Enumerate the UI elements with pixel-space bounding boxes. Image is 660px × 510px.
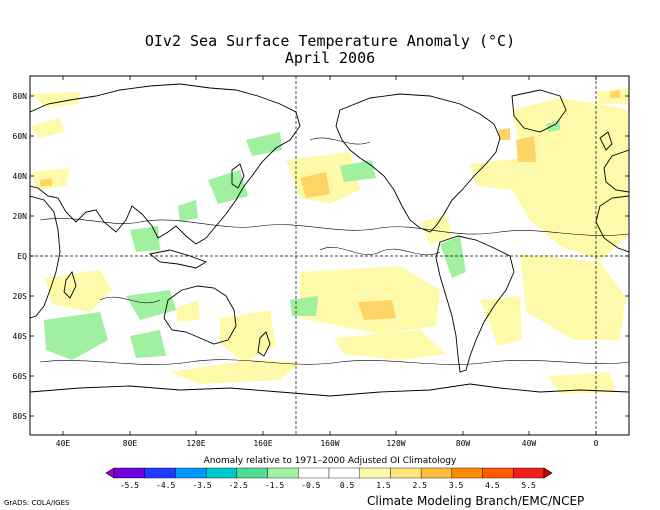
indonesia-coastline bbox=[148, 249, 208, 269]
lat-label: 80N bbox=[13, 92, 28, 101]
australia-coastline bbox=[163, 285, 237, 345]
lat-label: 20N bbox=[13, 212, 28, 221]
lon-label: 80E bbox=[123, 439, 138, 448]
colorbar-tick-label: -4.5 bbox=[156, 481, 175, 490]
lat-label: EQ bbox=[17, 252, 27, 261]
europe-coastline bbox=[603, 149, 629, 193]
colorbar-caption: Anomaly relative to 1971–2000 Adjusted O… bbox=[203, 456, 457, 466]
lon-label: 120W bbox=[386, 439, 405, 448]
center-credit: Climate Modeling Branch/EMC/NCEP bbox=[367, 494, 585, 508]
eurasia-coastline bbox=[30, 83, 301, 245]
japan-coastline bbox=[231, 163, 245, 189]
figure-subtitle: April 2006 bbox=[284, 49, 376, 67]
colorbar-segment bbox=[113, 467, 145, 479]
colorbar-tick-label: -2.5 bbox=[229, 481, 248, 490]
colorbar-segment bbox=[359, 467, 391, 479]
lat-label: 40N bbox=[13, 172, 28, 181]
colorbar-tick-label: -0.5 bbox=[301, 481, 320, 490]
colorbar-tick-label: -3.5 bbox=[192, 481, 211, 490]
moderate-warm-anomalies bbox=[40, 90, 620, 320]
lat-label: 20S bbox=[13, 292, 28, 301]
colorbar-segment bbox=[144, 467, 176, 479]
map-border bbox=[29, 75, 630, 436]
colorbar-tick-label: 3.5 bbox=[449, 481, 464, 490]
south-america-coastline bbox=[435, 235, 515, 373]
madagascar-coastline bbox=[63, 271, 77, 299]
longitude-axis: 40E 80E 120E 160E 160W 120W 80W 40W 0 bbox=[56, 76, 599, 448]
colorbar-tick-label: 2.5 bbox=[413, 481, 428, 490]
lat-label: 80S bbox=[13, 412, 28, 421]
colorbar-segment bbox=[175, 467, 207, 479]
colorbar-tick-label: 5.5 bbox=[521, 481, 536, 490]
africa-coastline bbox=[30, 195, 61, 319]
colorbar-segment bbox=[482, 467, 514, 479]
colorbar: -5.5 -4.5 -3.5 -2.5 -1.5 -0.5 0.5 1.5 2.5 3.5 4.5 5… bbox=[105, 467, 553, 490]
zero-contours bbox=[39, 137, 629, 365]
lon-label: 160E bbox=[253, 439, 272, 448]
colorbar-segment bbox=[298, 467, 330, 479]
colorbar-tick-label: 4.5 bbox=[485, 481, 500, 490]
anomaly-fields bbox=[31, 88, 628, 394]
colorbar-high-end bbox=[543, 467, 553, 479]
colorbar-low-end bbox=[105, 467, 115, 479]
uk-coastline bbox=[599, 131, 613, 151]
lat-label: 40S bbox=[13, 332, 28, 341]
lon-label: 0 bbox=[594, 439, 599, 448]
lat-label: 60S bbox=[13, 372, 28, 381]
antarctica-coastline bbox=[30, 383, 629, 397]
lon-label: 80W bbox=[456, 439, 471, 448]
colorbar-tick-label: 0.5 bbox=[340, 481, 355, 490]
new-zealand-coastline bbox=[257, 331, 271, 357]
weak-warm-anomalies bbox=[31, 88, 628, 394]
colorbar-segment bbox=[513, 467, 545, 479]
colorbar-tick-label: 1.5 bbox=[376, 481, 391, 490]
colorbar-segment bbox=[205, 467, 238, 479]
colorbar-segment bbox=[236, 467, 268, 479]
coastlines bbox=[30, 83, 629, 397]
lon-label: 160W bbox=[320, 439, 339, 448]
latitude-axis: 80N 60N 40N 20N EQ 20S 40S 60S 80S bbox=[13, 92, 629, 421]
weak-cool-anomalies bbox=[44, 120, 560, 360]
lon-label: 120E bbox=[186, 439, 205, 448]
colorbar-segment bbox=[420, 467, 453, 479]
north-america-coastline bbox=[335, 93, 501, 233]
figure-title: OIv2 Sea Surface Temperature Anomaly (°C… bbox=[144, 32, 516, 50]
grads-credit: GrADS: COLA/IGES bbox=[4, 499, 70, 507]
colorbar-segment bbox=[267, 467, 299, 479]
colorbar-segment bbox=[390, 467, 422, 479]
lon-label: 40E bbox=[56, 439, 71, 448]
greenland-coastline bbox=[511, 89, 567, 133]
lon-label: 40W bbox=[522, 439, 537, 448]
colorbar-tick-label: -1.5 bbox=[265, 481, 284, 490]
colorbar-tick-label: -5.5 bbox=[120, 481, 139, 490]
lat-label: 60N bbox=[13, 132, 28, 141]
colorbar-segment bbox=[451, 467, 483, 479]
colorbar-segment bbox=[328, 467, 360, 479]
